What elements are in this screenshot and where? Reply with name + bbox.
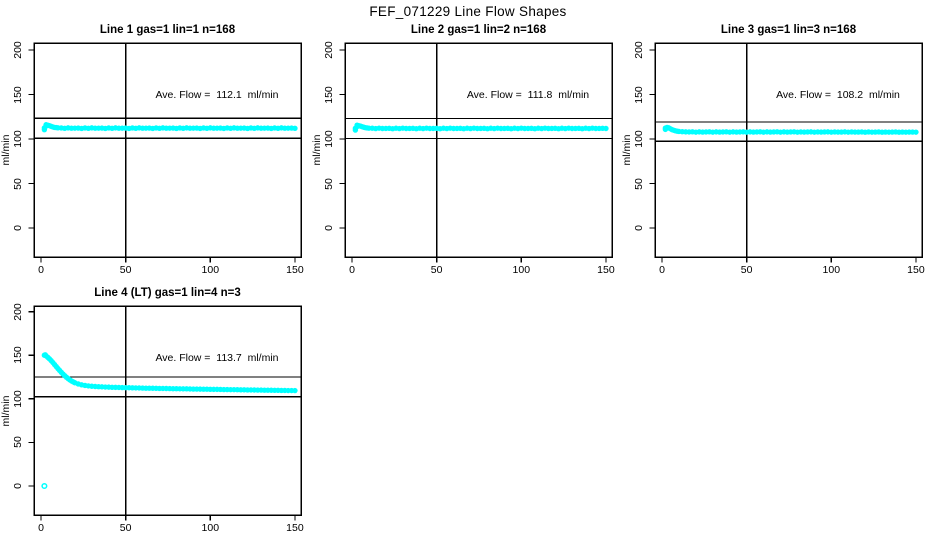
y-tick-label: 150 (323, 85, 335, 104)
data-point (913, 129, 919, 135)
y-tick-label: 200 (323, 41, 335, 59)
x-tick-label: 150 (597, 264, 615, 276)
y-tick-label: 0 (323, 225, 335, 231)
data-point (292, 125, 298, 132)
plot-area-4 (28, 305, 302, 521)
y-tick-label: 100 (323, 130, 335, 148)
y-tick-label: 50 (12, 177, 24, 190)
x-tick-label: 100 (512, 264, 531, 276)
outlier-data-point (41, 482, 48, 490)
subplot-3-annotation: Ave. Flow = 108.2 ml/min (776, 89, 900, 101)
x-tick-label: 50 (430, 264, 443, 276)
y-tick-label: 150 (633, 85, 645, 104)
x-tick-label: 150 (907, 264, 925, 276)
y-tick-label: 200 (633, 41, 645, 59)
x-tick-label: 100 (201, 264, 220, 276)
data-point (603, 125, 609, 132)
y-tick-label: 50 (323, 177, 335, 190)
y-tick-label: 150 (12, 346, 24, 364)
x-tick-label: 150 (286, 522, 304, 534)
x-tick-label: 0 (659, 264, 665, 276)
data-point (292, 387, 298, 394)
x-tick-label: 50 (119, 264, 132, 276)
subplot-4-annotation: Ave. Flow = 113.7 ml/min (155, 352, 279, 364)
x-tick-label: 0 (38, 264, 44, 276)
plot-area-3 (649, 42, 923, 263)
subplot-2-title: Line 2 gas=1 lin=2 n=168 (410, 24, 547, 36)
plot-area-1 (28, 42, 302, 263)
plot-box (654, 42, 923, 258)
subplot-4-title: Line 4 (LT) gas=1 lin=4 n=3 (94, 287, 241, 299)
y-tick-label: 200 (12, 302, 24, 321)
x-tick-label: 0 (38, 522, 44, 534)
x-tick-label: 50 (740, 264, 753, 276)
y-tick-label: 200 (12, 41, 24, 59)
subplot-1-annotation: Ave. Flow = 112.1 ml/min (155, 89, 279, 101)
y-tick-label: 100 (12, 130, 24, 148)
x-tick-label: 0 (349, 264, 355, 276)
subplot-2-annotation: Ave. Flow = 111.8 ml/min (466, 89, 590, 101)
y-tick-label: 0 (12, 483, 24, 489)
plot-box (33, 305, 302, 516)
y-tick-label: 100 (633, 130, 645, 148)
y-tick-label: 50 (633, 177, 645, 190)
subplot-1-title: Line 1 gas=1 lin=1 n=168 (99, 24, 236, 36)
y-tick-label: 100 (12, 390, 24, 408)
plot-box (344, 42, 613, 258)
subplot-3-title: Line 3 gas=1 lin=3 n=168 (720, 24, 857, 36)
x-tick-label: 100 (822, 264, 841, 276)
y-tick-label: 50 (12, 436, 24, 449)
y-tick-label: 0 (633, 225, 645, 231)
y-tick-label: 150 (12, 85, 24, 104)
x-tick-label: 150 (286, 264, 304, 276)
x-tick-label: 100 (201, 522, 220, 534)
x-tick-label: 50 (119, 522, 132, 534)
figure-title: FEF_071229 Line Flow Shapes (369, 4, 567, 19)
y-tick-label: 0 (12, 225, 24, 231)
plot-area-2 (339, 42, 613, 263)
plot-box (33, 42, 302, 258)
